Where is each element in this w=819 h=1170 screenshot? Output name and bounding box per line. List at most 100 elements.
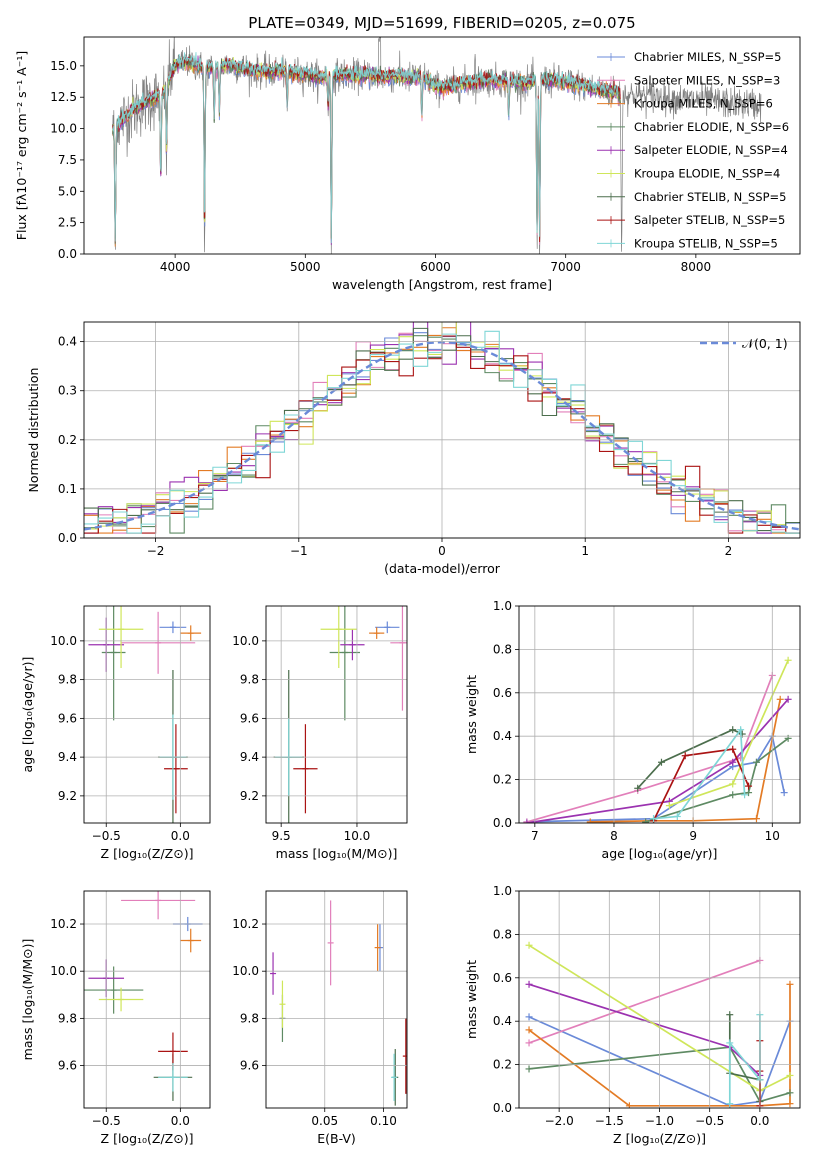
weight-line (528, 1046, 791, 1103)
y-tick-label: 12.5 (50, 90, 77, 104)
y-tick-label: 0.8 (493, 927, 512, 941)
data-point-errorbar (329, 606, 360, 721)
data-point-errorbar (390, 606, 407, 711)
weight-marker (523, 819, 531, 823)
x-axis-label: Z [log₁₀(Z/Z⊙)] (101, 846, 194, 861)
data-point-errorbar (101, 606, 126, 721)
x-tick-label: 7000 (550, 260, 581, 274)
axes: 9.5 10.0 9.2 9.4 9.6 9.8 10.0 mass [log₁₀(M/M⊙)… (232, 634, 397, 861)
legend-entry: Kroupa ELODIE, N_SSP=4 (634, 167, 780, 181)
x-axis-label: Z [log₁₀(Z/Z⊙)] (101, 1131, 194, 1146)
data-point-errorbar (121, 611, 196, 674)
x-tick-label: 2 (725, 544, 733, 558)
x-tick-label: 10.0 (344, 829, 371, 843)
weight-marker (780, 789, 788, 797)
y-tick-label: 0.0 (58, 531, 77, 545)
panel-mass-vs-age: 9.5 10.0 9.2 9.4 9.6 9.8 10.0 mass [log₁₀(M/M⊙)… (232, 605, 408, 861)
weight-marker (786, 1071, 794, 1079)
y-tick-label: 2.5 (58, 216, 77, 230)
y-tick-label: 10.0 (232, 634, 259, 648)
axes: −0.5 0.0 9.2 9.4 9.6 9.8 10.0 Z [log₁₀(Z/Z⊙)] ag… (20, 634, 193, 861)
plot-frame (518, 605, 801, 824)
x-axis-label: Z [log₁₀(Z/Z⊙)] (613, 1131, 706, 1146)
panel-Z-vs-weight: −2.0 −1.5 −1.0 −0.5 0.0 0.0 0.2 0.4 0.6 0.8 1.0 Z [… (464, 884, 801, 1146)
y-tick-label: 0.0 (58, 247, 77, 261)
x-tick-label: −2.0 (545, 1114, 574, 1128)
weight-marker (525, 980, 533, 988)
weight-line (637, 728, 743, 789)
x-tick-label: 7 (531, 829, 539, 843)
x-axis-label: mass [log₁₀(M/M⊙)] (276, 846, 398, 861)
weight-marker (525, 1026, 533, 1034)
y-tick-label: 9.6 (240, 1059, 259, 1073)
x-axis-label: (data-model)/error (384, 561, 501, 576)
weight-marker (726, 1039, 734, 1047)
y-tick-label: 10.2 (50, 917, 77, 931)
data-point-errorbar (98, 987, 144, 1012)
y-tick-label: 0.2 (493, 773, 512, 787)
x-tick-label: −0.5 (695, 1114, 724, 1128)
y-tick-label: 10.2 (232, 917, 259, 931)
weight-line (728, 1014, 761, 1104)
chart-title: PLATE=0349, MJD=51699, FIBERID=0205, z=0… (248, 14, 635, 32)
legend: 𝒩(0, 1) (700, 336, 788, 351)
axes: 0.05 0.10 9.6 9.8 10.0 10.2 E(B-V) (232, 917, 397, 1146)
data-point-errorbar (293, 724, 318, 814)
x-axis-label: E(B-V) (317, 1131, 356, 1146)
weight-marker (726, 1011, 734, 1019)
data-point-errorbar (374, 924, 381, 972)
weight-marker (729, 758, 737, 766)
weight-marker (525, 1065, 533, 1073)
grid (84, 891, 210, 1108)
y-tick-label: 1.0 (493, 884, 512, 898)
y-axis-label: Flux [fλ10⁻¹⁷ erg cm⁻² s⁻¹ A⁻¹] (14, 51, 29, 240)
x-axis-label: age [log₁₀(age/yr)] (602, 846, 718, 861)
y-tick-label: 0.4 (58, 335, 77, 349)
data-point-errorbar (279, 980, 286, 1028)
data-point-errorbar (159, 621, 187, 634)
y-tick-label: 0.6 (493, 971, 512, 985)
x-tick-label: 0.0 (171, 829, 190, 843)
y-tick-label: 7.5 (58, 153, 77, 167)
panel-Z-vs-age: −0.5 0.0 9.2 9.4 9.6 9.8 10.0 Z [log₁₀(Z/Z⊙)] ag… (20, 605, 211, 861)
data-point-errorbar (180, 928, 202, 953)
y-tick-label: 9.8 (58, 1011, 77, 1025)
data-point-errorbar (320, 606, 357, 668)
y-tick-label: 0.6 (493, 686, 512, 700)
y-axis-label: mass [log₁₀(M/M⊙)] (20, 939, 35, 1061)
y-tick-label: 9.8 (58, 673, 77, 687)
plot-frame (83, 321, 801, 539)
plot-frame (265, 605, 408, 824)
weight-line (528, 959, 761, 1044)
plot-area (273, 606, 407, 823)
y-tick-label: 0.0 (493, 816, 512, 830)
weight-line (526, 698, 789, 823)
grid (266, 606, 407, 823)
y-tick-label: 9.4 (240, 750, 259, 764)
weight-marker (741, 791, 749, 799)
data-point-errorbar (158, 1063, 188, 1092)
y-tick-label: 10.0 (50, 964, 77, 978)
plot-area (112, 37, 762, 254)
x-tick-label: 10 (765, 829, 780, 843)
weight-line (526, 733, 786, 823)
weight-marker (625, 1102, 633, 1108)
axes: −2 −1 0 1 2 0.0 0.1 0.2 0.3 0.4 (data-model)/error… (26, 335, 732, 576)
weight-marker (681, 752, 689, 760)
weight-marker (634, 784, 642, 792)
x-tick-label: 0.10 (370, 1114, 397, 1128)
y-axis-label: age [log₁₀(age/yr)] (20, 657, 35, 773)
data-point-errorbar (98, 606, 144, 668)
legend-entry: 𝒩(0, 1) (742, 336, 788, 351)
weight-marker (784, 695, 792, 703)
y-tick-label: 9.4 (58, 750, 77, 764)
legend-entry: Salpeter STELIB, N_SSP=5 (634, 213, 785, 227)
x-tick-label: −1.5 (595, 1114, 624, 1128)
axes: −2.0 −1.5 −1.0 −0.5 0.0 0.0 0.2 0.4 0.6 0.8 1.0 Z [… (464, 884, 769, 1146)
plot-frame (518, 890, 801, 1109)
panel-residuals: −2 −1 0 1 2 0.0 0.1 0.2 0.3 0.4 (data-model)/error… (26, 321, 801, 576)
y-tick-label: 9.2 (240, 789, 259, 803)
weight-marker (657, 758, 665, 766)
x-tick-label: 5000 (290, 260, 321, 274)
x-tick-label: −0.5 (92, 829, 121, 843)
